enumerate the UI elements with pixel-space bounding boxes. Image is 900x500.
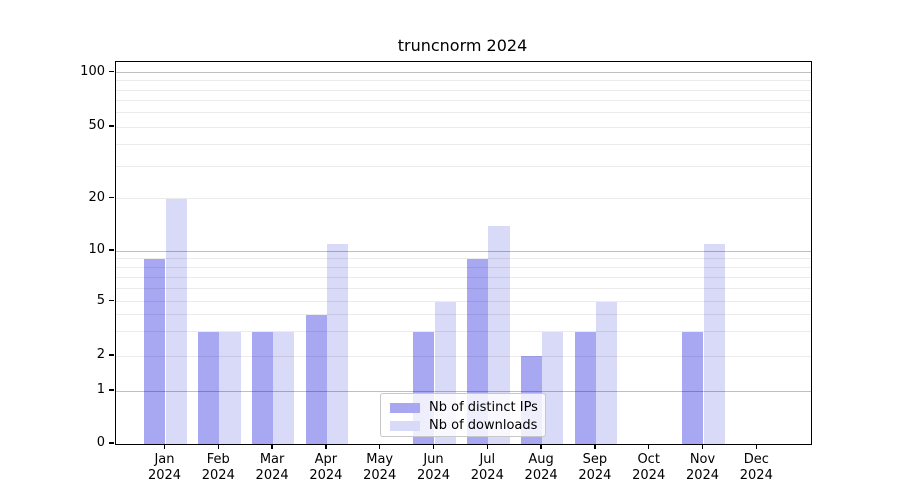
x-tick-label-sep-2024: Sep 2024 <box>578 452 612 483</box>
x-tick-mark <box>432 444 435 449</box>
x-tick-mark <box>271 444 273 449</box>
x-tick-label-apr-2024: Apr 2024 <box>309 452 343 483</box>
bar-downloads-apr-2024 <box>326 243 349 444</box>
y-tick-mark <box>109 197 114 199</box>
x-tick-label-jan-2024: Jan 2024 <box>147 452 182 483</box>
bar-distinct_ips-nov-2024 <box>682 331 704 444</box>
y-tick-label-100: 100 <box>80 63 105 79</box>
chart-title: truncnorm 2024 <box>397 36 528 55</box>
x-tick-mark <box>379 444 381 449</box>
y-tick-label-10: 10 <box>88 242 105 257</box>
legend-label-downloads: Nb of downloads <box>429 418 538 433</box>
y-tick-label-0: 0 <box>96 435 105 450</box>
x-tick-label-oct-2024: Oct 2024 <box>632 452 666 483</box>
legend-item-distinct-ips: Nb of distinct IPs <box>390 399 538 416</box>
bar-distinct_ips-feb-2024 <box>197 331 220 444</box>
x-tick-mark <box>701 444 704 449</box>
y-tick-label-50: 50 <box>88 118 105 133</box>
x-tick-label-dec-2024: Dec 2024 <box>739 452 773 483</box>
x-tick-label-feb-2024: Feb 2024 <box>201 452 235 483</box>
plot-area <box>115 61 812 445</box>
y-tick-mark <box>109 389 114 391</box>
x-tick-label-aug-2024: Aug 2024 <box>524 452 558 483</box>
x-tick-mark <box>755 444 757 449</box>
bar-downloads-jul-2024 <box>488 225 510 444</box>
y-tick-mark <box>109 354 114 356</box>
x-tick-mark <box>540 444 542 449</box>
legend-swatch-downloads <box>390 420 420 431</box>
x-tick-label-nov-2024: Nov 2024 <box>685 452 720 483</box>
legend-swatch-distinct-ips <box>390 402 420 413</box>
x-tick-label-jul-2024: Jul 2024 <box>470 452 504 483</box>
y-tick-mark <box>109 442 114 444</box>
bars-layer <box>116 62 811 444</box>
bar-downloads-feb-2024 <box>219 331 241 444</box>
x-tick-mark <box>217 444 219 449</box>
x-tick-mark <box>163 444 166 449</box>
bar-distinct_ips-jan-2024 <box>144 258 166 444</box>
bar-distinct_ips-apr-2024 <box>305 314 327 444</box>
x-tick-mark <box>325 444 327 449</box>
x-tick-mark <box>486 444 488 449</box>
x-tick-mark <box>648 444 650 449</box>
bar-downloads-nov-2024 <box>703 243 725 444</box>
bar-downloads-mar-2024 <box>273 331 295 444</box>
x-tick-label-jun-2024: Jun 2024 <box>416 452 451 483</box>
y-tick-mark <box>109 249 114 251</box>
bar-distinct_ips-sep-2024 <box>574 331 596 444</box>
legend-label-distinct-ips: Nb of distinct IPs <box>429 400 538 415</box>
y-tick-mark <box>109 71 114 73</box>
bar-downloads-jan-2024 <box>165 198 187 444</box>
x-tick-mark <box>594 444 596 449</box>
x-tick-label-may-2024: May 2024 <box>363 452 397 483</box>
bar-downloads-aug-2024 <box>542 331 564 444</box>
y-tick-label-1: 1 <box>96 382 105 397</box>
y-tick-label-5: 5 <box>96 292 105 308</box>
y-tick-mark <box>109 125 114 127</box>
legend: Nb of distinct IPs Nb of downloads <box>380 393 546 437</box>
bar-distinct_ips-mar-2024 <box>251 331 274 444</box>
y-tick-label-2: 2 <box>96 347 105 362</box>
y-tick-label-20: 20 <box>88 189 105 205</box>
legend-item-downloads: Nb of downloads <box>390 417 538 434</box>
bar-downloads-sep-2024 <box>595 301 618 444</box>
y-tick-mark <box>109 300 114 302</box>
x-tick-label-mar-2024: Mar 2024 <box>255 452 289 483</box>
